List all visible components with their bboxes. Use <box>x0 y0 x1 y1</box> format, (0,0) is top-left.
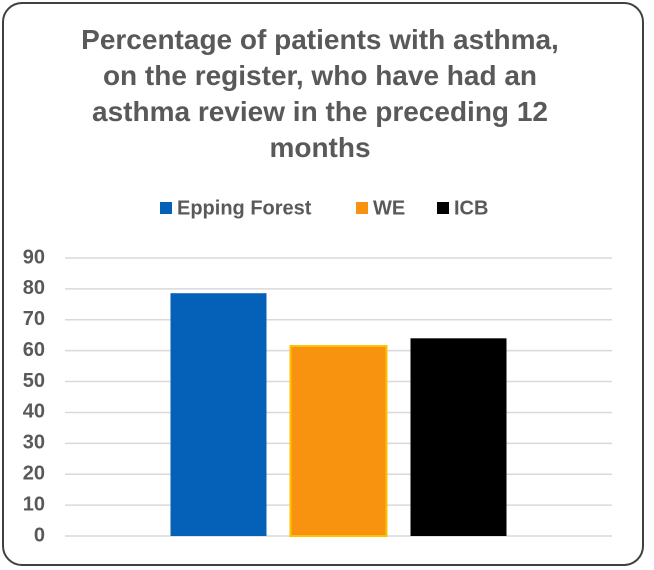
y-tick-label: 0 <box>34 524 45 546</box>
y-tick-label: 40 <box>23 401 45 423</box>
bar <box>170 293 267 536</box>
chart-title: Percentage of patients with asthma, on t… <box>81 24 559 163</box>
y-tick-label: 50 <box>23 370 45 392</box>
card-frame <box>2 2 644 566</box>
legend-swatch <box>356 202 368 214</box>
legend-label: Epping Forest <box>177 197 312 219</box>
y-tick-label: 20 <box>23 463 45 485</box>
y-tick-label: 80 <box>23 277 45 299</box>
bar <box>410 338 507 536</box>
legend-swatch <box>160 202 172 214</box>
y-tick-label: 60 <box>23 339 45 361</box>
legend-swatch <box>437 202 449 214</box>
y-tick-label: 10 <box>23 493 45 515</box>
y-tick-label: 90 <box>23 246 45 268</box>
legend-label: WE <box>373 197 405 219</box>
legend-label: ICB <box>454 197 488 219</box>
y-tick-label: 30 <box>23 432 45 454</box>
bar <box>289 345 388 537</box>
y-tick-label: 70 <box>23 308 45 330</box>
